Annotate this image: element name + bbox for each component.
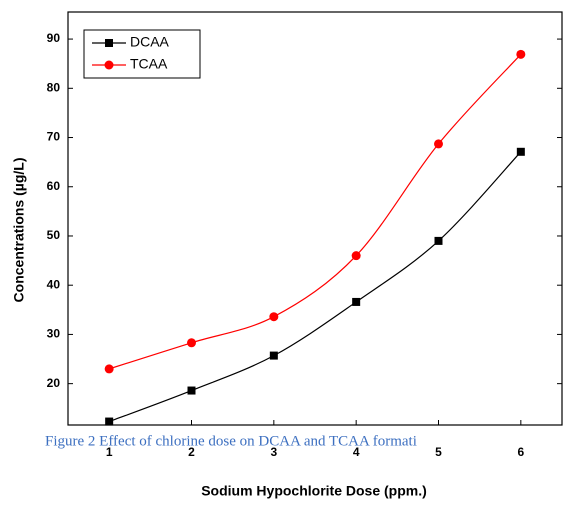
y-tick-label: 20: [47, 376, 61, 390]
legend-box: [83, 29, 201, 79]
marker: [104, 364, 114, 374]
marker: [434, 139, 443, 149]
x-tick-label: 6: [517, 445, 524, 459]
y-tick-label: 40: [47, 277, 61, 291]
x-tick-label: 3: [270, 445, 277, 459]
marker: [269, 351, 278, 360]
x-tick-label: 1: [106, 445, 113, 459]
marker: [105, 39, 113, 47]
marker: [269, 312, 279, 322]
legend-label: TCAA: [130, 56, 168, 72]
legend-label: DCAA: [130, 34, 170, 50]
x-axis-title: Sodium Hypochlorite Dose (ppm.): [201, 483, 427, 499]
x-tick-label: 4: [353, 445, 360, 459]
y-tick-label: 50: [47, 228, 61, 242]
y-tick-label: 70: [47, 130, 61, 144]
y-tick-label: 30: [47, 327, 61, 341]
y-tick-label: 80: [47, 80, 61, 94]
marker: [187, 386, 196, 395]
caption: Figure 2 Effect of chlorine dose on DCAA…: [45, 433, 417, 449]
marker: [516, 49, 526, 59]
y-tick-label: 60: [47, 179, 61, 193]
marker: [105, 417, 114, 426]
x-tick-label: 2: [188, 445, 195, 459]
plot-frame: [67, 11, 563, 426]
marker: [104, 60, 114, 70]
series-line: [108, 53, 522, 370]
marker: [187, 338, 196, 348]
y-tick-label: 90: [47, 31, 61, 45]
marker: [434, 236, 443, 245]
series-line: [108, 151, 522, 423]
marker: [351, 251, 361, 261]
marker: [516, 147, 525, 156]
x-tick-label: 5: [435, 445, 442, 459]
marker: [352, 297, 361, 306]
y-axis-title: Concentrations (µg/L): [11, 158, 27, 303]
